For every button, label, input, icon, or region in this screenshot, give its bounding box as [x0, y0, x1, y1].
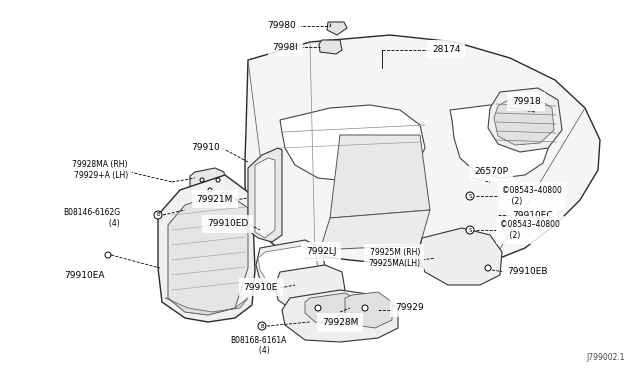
Polygon shape — [494, 97, 554, 145]
Text: 79910ED: 79910ED — [207, 219, 248, 228]
Circle shape — [315, 305, 321, 311]
Text: S: S — [468, 193, 472, 199]
Polygon shape — [245, 35, 600, 268]
Polygon shape — [275, 265, 345, 312]
Circle shape — [362, 305, 368, 311]
Text: 79910EA: 79910EA — [65, 270, 105, 279]
Circle shape — [485, 265, 491, 271]
Polygon shape — [418, 228, 502, 285]
Text: 79921M: 79921M — [196, 195, 233, 203]
Text: B: B — [156, 212, 160, 218]
Circle shape — [466, 226, 474, 234]
Text: 79928M: 79928M — [322, 318, 358, 327]
Text: 79918: 79918 — [512, 97, 541, 106]
Polygon shape — [319, 40, 342, 54]
Polygon shape — [450, 105, 550, 178]
Text: 79910: 79910 — [191, 144, 220, 153]
Circle shape — [200, 178, 204, 182]
Polygon shape — [168, 192, 248, 315]
Text: 28174: 28174 — [432, 45, 461, 54]
Text: B08168-6161A
     (4): B08168-6161A (4) — [230, 336, 286, 355]
Text: 7998I: 7998I — [273, 42, 298, 51]
Polygon shape — [190, 168, 226, 196]
Text: 79925M (RH)
79925MA(LH): 79925M (RH) 79925MA(LH) — [368, 248, 420, 268]
Text: S: S — [468, 228, 472, 232]
Circle shape — [337, 315, 343, 321]
Text: 79910EC: 79910EC — [512, 211, 552, 219]
Polygon shape — [255, 158, 275, 238]
Circle shape — [258, 322, 266, 330]
Polygon shape — [327, 22, 347, 35]
Text: 79928MA (RH)
79929+A (LH): 79928MA (RH) 79929+A (LH) — [72, 160, 128, 180]
Text: J799002.1: J799002.1 — [586, 353, 625, 362]
Polygon shape — [258, 246, 318, 285]
Circle shape — [216, 178, 220, 182]
Polygon shape — [305, 293, 362, 326]
Polygon shape — [256, 240, 325, 292]
Polygon shape — [330, 135, 430, 218]
Polygon shape — [226, 192, 252, 215]
Circle shape — [105, 252, 111, 258]
Text: B08146-6162G
     (4): B08146-6162G (4) — [63, 208, 120, 228]
Text: 79910EB: 79910EB — [507, 266, 547, 276]
Polygon shape — [488, 88, 562, 152]
Polygon shape — [248, 148, 282, 242]
Polygon shape — [320, 210, 430, 250]
Text: 26570P: 26570P — [474, 167, 508, 176]
Text: 79929: 79929 — [395, 304, 424, 312]
Circle shape — [466, 192, 474, 200]
Circle shape — [154, 211, 162, 219]
Text: ©08543–40800
    (2): ©08543–40800 (2) — [500, 220, 560, 240]
Text: 7992LJ: 7992LJ — [306, 247, 337, 256]
Text: B: B — [260, 324, 264, 328]
Text: 79910E: 79910E — [244, 282, 278, 292]
Text: ©08543–40800
    (2): ©08543–40800 (2) — [502, 186, 562, 206]
Polygon shape — [280, 105, 425, 182]
Polygon shape — [345, 292, 392, 328]
Text: 79980: 79980 — [268, 22, 296, 31]
Circle shape — [208, 188, 212, 192]
Polygon shape — [282, 290, 398, 342]
Polygon shape — [165, 298, 248, 315]
Polygon shape — [158, 175, 255, 322]
